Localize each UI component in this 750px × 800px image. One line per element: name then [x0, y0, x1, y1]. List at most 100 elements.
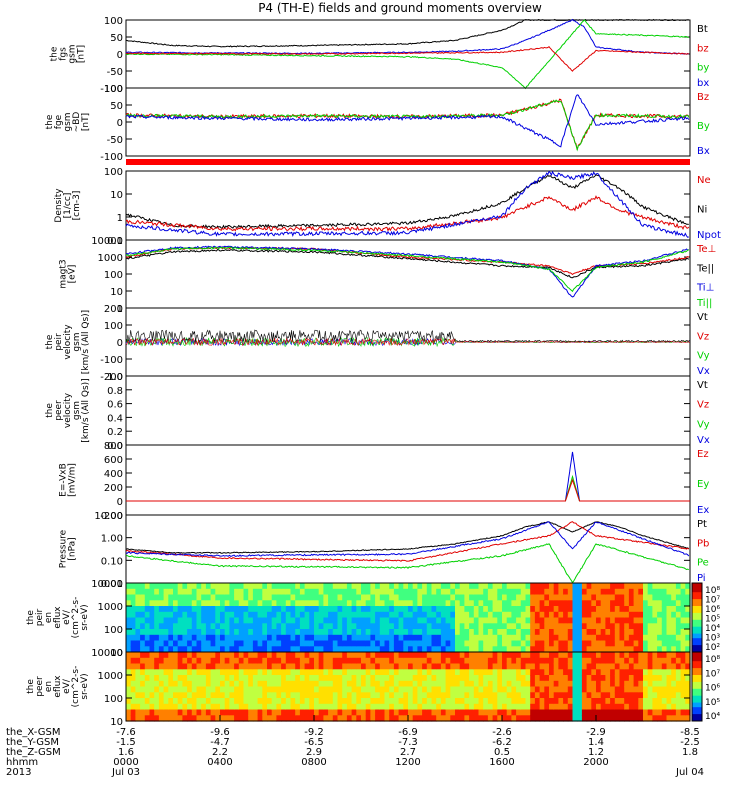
y-tick-label: 10 — [110, 717, 123, 728]
legend-entry: Ey — [697, 479, 709, 490]
spectrogram-cell — [196, 692, 202, 699]
spectrogram-cell — [290, 611, 296, 619]
spectrogram-cell — [577, 634, 583, 642]
spectrogram-cell — [205, 629, 212, 636]
spectrogram-cell — [464, 686, 470, 693]
spectrogram-cell — [173, 692, 179, 699]
spectrogram-cell — [511, 617, 517, 624]
spectrogram-cell — [398, 640, 404, 647]
spectrogram-cell — [314, 640, 320, 647]
spectrogram-cell — [144, 657, 151, 665]
spectrogram-cell — [342, 698, 348, 705]
spectrogram-cell — [276, 606, 282, 613]
spectrogram-cell — [563, 588, 569, 596]
spectrogram-cell — [685, 594, 691, 601]
spectrogram-cell — [323, 715, 329, 722]
spectrogram-cell — [323, 629, 329, 636]
spectrogram-cell — [506, 663, 512, 670]
series-Tipar — [125, 246, 689, 293]
spectrogram-cell — [487, 657, 494, 665]
spectrogram-cell — [370, 657, 376, 665]
spectrogram-cell — [177, 669, 183, 676]
spectrogram-cell — [229, 611, 235, 619]
spectrogram-cell — [365, 640, 371, 647]
spectrogram-cell — [144, 709, 151, 716]
spectrogram-cell — [520, 686, 527, 693]
spectrogram-cell — [628, 652, 635, 659]
spectrogram-cell — [426, 640, 433, 647]
legend-entry: Pi — [697, 573, 706, 584]
spectrogram-cell — [332, 703, 339, 711]
spectrogram-cell — [126, 617, 132, 624]
spectrogram-cell — [502, 588, 508, 596]
spectrogram-cell — [567, 600, 574, 607]
spectrogram-cell — [417, 663, 423, 670]
spectrogram-cell — [408, 686, 414, 693]
y-label-line: [cm-3] — [72, 191, 82, 221]
spectrogram-cell — [144, 588, 151, 596]
spectrogram-cell — [215, 657, 221, 665]
spectrogram-cell — [530, 663, 536, 670]
spectrogram-cell — [459, 657, 465, 665]
spectrogram-cell — [450, 634, 456, 642]
spectrogram-cell — [130, 686, 136, 693]
spectrogram-cell — [182, 663, 188, 670]
spectrogram-cell — [318, 703, 324, 711]
spectrogram-cell — [408, 709, 414, 716]
spectrogram-cell — [126, 611, 132, 619]
spectrogram-cell — [173, 686, 179, 693]
spectrogram-cell — [473, 663, 480, 670]
spectrogram-cell — [539, 663, 545, 670]
spectrogram-cell — [163, 611, 169, 619]
spectrogram-cell — [210, 680, 216, 688]
spectrogram-cell — [323, 663, 329, 670]
spectrogram-cell — [337, 646, 343, 653]
spectrogram-cell — [248, 692, 254, 699]
spectrogram-cell — [502, 692, 508, 699]
spectrogram-cell — [205, 617, 212, 624]
spectrogram-cell — [243, 703, 249, 711]
spectrogram-cell — [229, 646, 235, 653]
spectrogram-cell — [262, 715, 268, 722]
spectrogram-cell — [610, 686, 616, 693]
spectrogram-cell — [323, 611, 329, 619]
spectrogram-cell — [356, 588, 362, 596]
spectrogram-cell — [173, 594, 179, 601]
spectrogram-cell — [431, 657, 437, 665]
spectrogram-cell — [553, 617, 559, 624]
spectrogram-cell — [351, 629, 357, 636]
spectrogram-cell — [661, 594, 668, 601]
spectrogram-cell — [332, 611, 339, 619]
spectrogram-cell — [163, 640, 169, 647]
spectrogram-cell — [149, 698, 155, 705]
spectrogram-cell — [666, 646, 672, 653]
colorbar-segment — [692, 668, 702, 671]
x-tick-label: 1600 — [489, 757, 514, 768]
spectrogram-cell — [318, 640, 324, 647]
spectrogram-cell — [173, 680, 179, 688]
colorbar-segment — [692, 656, 702, 660]
spectrogram-cell — [553, 703, 559, 711]
spectrogram-cell — [389, 698, 395, 705]
spectrogram-cell — [342, 611, 348, 619]
spectrogram-cell — [417, 692, 423, 699]
spectrogram-cell — [370, 611, 376, 619]
spectrogram-cell — [511, 634, 517, 642]
spectrogram-cell — [384, 606, 390, 613]
spectrogram-cell — [182, 617, 188, 624]
spectrogram-cell — [252, 657, 259, 665]
spectrogram-cell — [549, 623, 555, 630]
spectrogram-cell — [229, 617, 235, 624]
y-axis-label: the fge gsm ~BD [nT] — [45, 112, 91, 133]
spectrogram-cell — [455, 675, 461, 682]
spectrogram-cell — [431, 629, 437, 636]
spectrogram-cell — [464, 594, 470, 601]
spectrogram-cell — [215, 588, 221, 596]
spectrogram-cell — [140, 634, 146, 642]
spectrogram-cell — [671, 617, 677, 624]
spectrogram-cell — [262, 703, 268, 711]
colorbar-segment — [692, 670, 702, 674]
spectrogram-cell — [553, 680, 559, 688]
spectrogram-cell — [271, 588, 277, 596]
colorbar-segment — [692, 709, 702, 713]
